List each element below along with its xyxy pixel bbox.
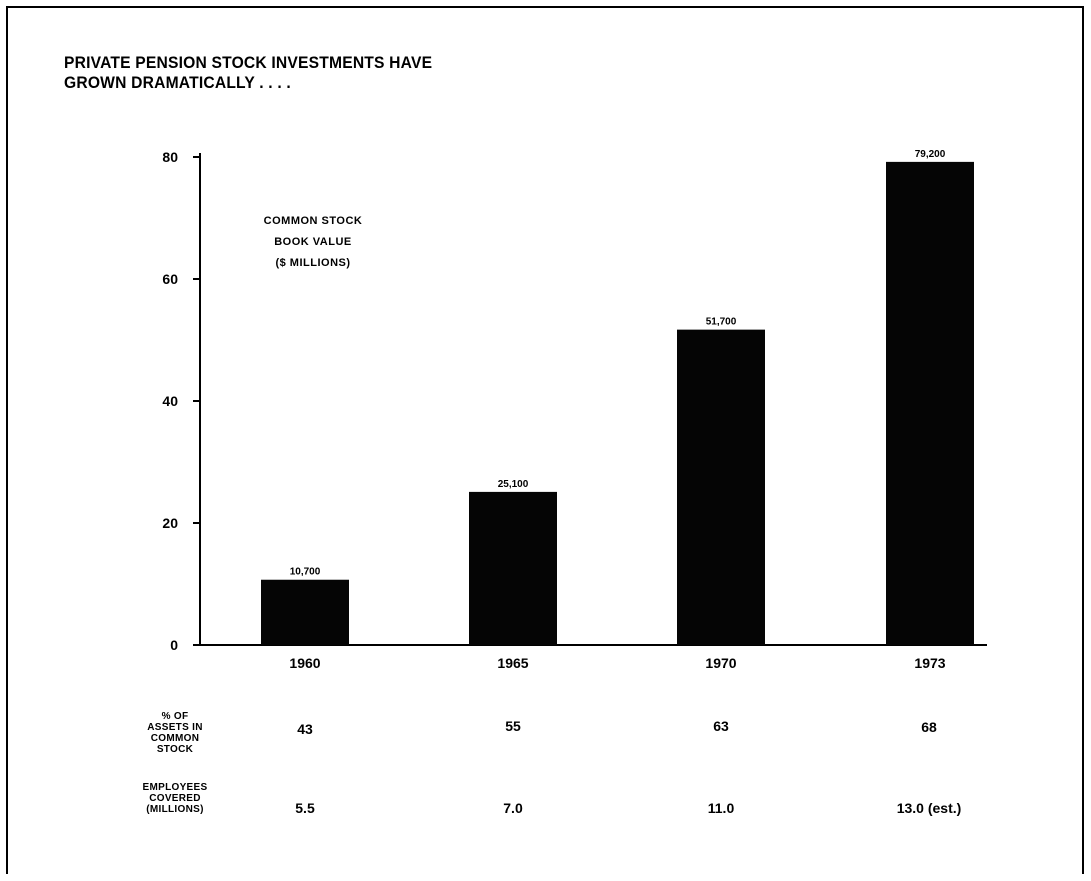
y-tick-label-0: 0	[170, 637, 178, 653]
bar-value-label-1965: 25,100	[498, 479, 529, 490]
x-tick-label-1965: 1965	[497, 655, 528, 671]
percent-assets-label: % OF ASSETS IN COMMON STOCK	[147, 711, 203, 755]
chart-legend: COMMON STOCK BOOK VALUE ($ MILLIONS)	[228, 211, 398, 274]
bar-value-label-1960: 10,700	[290, 567, 321, 578]
table-cell-employees-1960: 5.5	[295, 800, 315, 816]
y-tick-label-2: 40	[162, 393, 178, 409]
legend-line-1: COMMON STOCK	[263, 215, 363, 227]
table-cell-percent-1960: 43	[297, 721, 313, 737]
table-cell-percent-1970: 63	[713, 718, 729, 734]
chart-title: PRIVATE PENSION STOCK INVESTMENTS HAVE G…	[64, 53, 432, 93]
table-row-label-percent-assets: % OF ASSETS IN COMMON STOCK	[120, 711, 230, 755]
table-cell-percent-1965: 55	[505, 718, 521, 734]
bar-value-label-1970: 51,700	[706, 317, 737, 328]
table-row-label-employees: EMPLOYEES COVERED (MILLIONS)	[120, 782, 230, 815]
page-frame	[6, 6, 1084, 874]
bar-1973	[886, 161, 974, 645]
y-tick-label-4: 80	[162, 149, 178, 165]
bar-1960	[261, 579, 349, 645]
bar-value-label-1973: 79,200	[915, 149, 946, 160]
x-tick-label-1973: 1973	[914, 655, 945, 671]
chart-title-line-2: GROWN DRAMATICALLY . . . .	[64, 73, 291, 92]
legend-line-2: BOOK VALUE	[274, 236, 352, 248]
chart-title-line-1: PRIVATE PENSION STOCK INVESTMENTS HAVE	[64, 53, 433, 72]
table-cell-employees-1970: 11.0	[707, 800, 735, 816]
table-cell-employees-1973: 13.0 (est.)	[896, 800, 962, 816]
employees-label: EMPLOYEES COVERED (MILLIONS)	[142, 782, 208, 815]
legend-line-3: ($ MILLIONS)	[275, 257, 351, 269]
bar-1970	[677, 329, 765, 645]
y-tick-label-3: 60	[162, 271, 178, 287]
table-cell-employees-1965: 7.0	[503, 800, 523, 816]
x-tick-label-1970: 1970	[705, 655, 736, 671]
bar-1965	[469, 491, 557, 645]
table-cell-percent-1973: 68	[921, 719, 937, 735]
x-tick-label-1960: 1960	[289, 655, 320, 671]
y-tick-label-1: 20	[162, 515, 178, 531]
